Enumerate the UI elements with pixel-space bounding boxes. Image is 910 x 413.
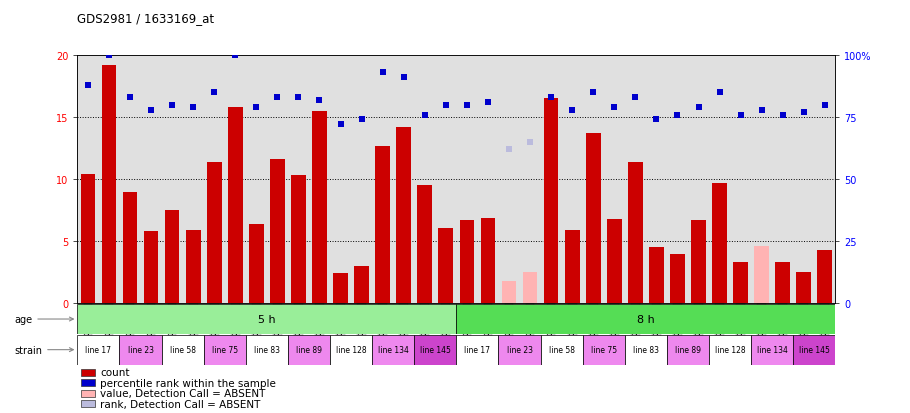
Bar [288, 335, 330, 365]
Text: 5 h: 5 h [258, 314, 276, 324]
Bar [754, 247, 769, 304]
Bar [165, 211, 179, 304]
Bar [81, 379, 95, 387]
Text: line 89: line 89 [675, 345, 701, 354]
Bar [586, 134, 601, 304]
Bar [751, 335, 794, 365]
Bar [375, 146, 390, 304]
Text: line 128: line 128 [336, 345, 367, 354]
Text: count: count [100, 368, 129, 377]
Bar [77, 304, 456, 334]
Bar [102, 66, 116, 304]
Bar [354, 266, 369, 304]
Bar [522, 273, 538, 304]
Text: rank, Detection Call = ABSENT: rank, Detection Call = ABSENT [100, 399, 260, 408]
Text: age: age [15, 314, 74, 324]
Bar [667, 335, 709, 365]
Bar [439, 228, 453, 304]
Text: line 145: line 145 [799, 345, 830, 354]
Bar [162, 335, 204, 365]
Text: line 17: line 17 [464, 345, 490, 354]
Bar [796, 273, 811, 304]
Text: line 83: line 83 [632, 345, 659, 354]
Bar [414, 335, 456, 365]
Bar [582, 335, 625, 365]
Bar [418, 186, 432, 304]
Bar [207, 162, 222, 304]
Bar [249, 224, 264, 304]
Bar [775, 263, 790, 304]
Bar [456, 335, 499, 365]
Text: line 58: line 58 [169, 345, 196, 354]
Bar [794, 335, 835, 365]
Bar [501, 281, 516, 304]
Text: line 75: line 75 [212, 345, 238, 354]
Text: strain: strain [15, 345, 74, 355]
Bar [81, 369, 95, 376]
Bar [246, 335, 288, 365]
Bar [228, 108, 243, 304]
Text: line 134: line 134 [378, 345, 409, 354]
Bar [372, 335, 414, 365]
Bar [291, 176, 306, 304]
Bar [480, 218, 495, 304]
Bar [81, 400, 95, 407]
Bar [565, 230, 580, 304]
Text: line 89: line 89 [296, 345, 322, 354]
Text: line 17: line 17 [86, 345, 111, 354]
Bar [119, 335, 162, 365]
Bar [709, 335, 751, 365]
Text: line 83: line 83 [254, 345, 280, 354]
Bar [186, 230, 200, 304]
Text: line 23: line 23 [127, 345, 154, 354]
Text: line 145: line 145 [420, 345, 450, 354]
Bar [397, 128, 411, 304]
Bar [817, 250, 833, 304]
Text: GDS2981 / 1633169_at: GDS2981 / 1633169_at [77, 12, 215, 25]
Bar [204, 335, 246, 365]
Bar [625, 335, 667, 365]
Bar [544, 99, 559, 304]
Bar [330, 335, 372, 365]
Text: line 75: line 75 [591, 345, 617, 354]
Text: 8 h: 8 h [637, 314, 655, 324]
Text: line 128: line 128 [714, 345, 745, 354]
Bar [733, 263, 748, 304]
Text: line 134: line 134 [757, 345, 788, 354]
Bar [144, 232, 158, 304]
Bar [628, 162, 642, 304]
Bar [670, 254, 685, 304]
Bar [312, 112, 327, 304]
Bar [81, 389, 95, 397]
Bar [77, 335, 119, 365]
Text: line 58: line 58 [549, 345, 574, 354]
Bar [333, 274, 348, 304]
Bar [499, 335, 541, 365]
Text: percentile rank within the sample: percentile rank within the sample [100, 378, 276, 388]
Bar [460, 221, 474, 304]
Bar [607, 219, 622, 304]
Text: value, Detection Call = ABSENT: value, Detection Call = ABSENT [100, 388, 266, 398]
Bar [541, 335, 582, 365]
Bar [649, 248, 663, 304]
Bar [80, 175, 96, 304]
Bar [270, 160, 285, 304]
Bar [713, 183, 727, 304]
Bar [456, 304, 835, 334]
Bar [691, 221, 706, 304]
Text: line 23: line 23 [507, 345, 532, 354]
Bar [123, 192, 137, 304]
